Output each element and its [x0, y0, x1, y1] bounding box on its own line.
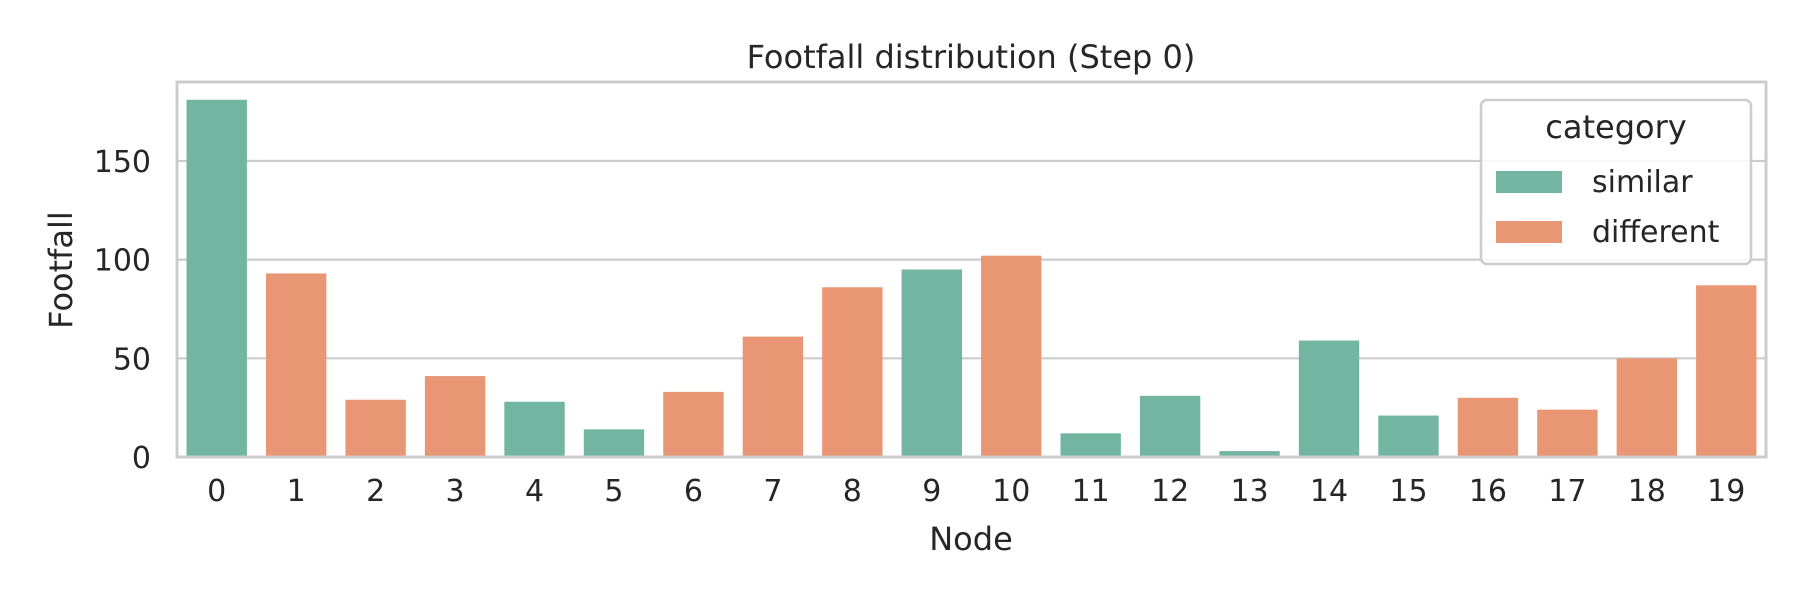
y-tick-label-150: 150 — [94, 145, 151, 180]
legend-swatch-different — [1496, 221, 1562, 243]
x-tick-label-4: 4 — [525, 474, 544, 509]
bar-node-5 — [583, 429, 645, 457]
y-tick-labels: 0 50 100 150 — [94, 145, 151, 476]
bar-node-18 — [1616, 358, 1678, 457]
bar-node-11 — [1060, 433, 1121, 457]
x-tick-label-10: 10 — [992, 474, 1030, 509]
x-tick-label-6: 6 — [684, 474, 703, 509]
x-tick-label-15: 15 — [1389, 474, 1427, 509]
axes-frame — [175, 80, 1768, 459]
x-tick-label-14: 14 — [1310, 474, 1348, 509]
y-tick-label-100: 100 — [94, 244, 151, 279]
x-tick-label-5: 5 — [604, 474, 623, 509]
x-tick-label-9: 9 — [922, 474, 941, 509]
bars — [186, 99, 1757, 458]
bar-node-7 — [742, 336, 804, 457]
legend-title: category — [1545, 108, 1686, 146]
bar-node-15 — [1378, 415, 1439, 457]
y-tick-label-50: 50 — [113, 342, 151, 377]
bar-node-14 — [1298, 340, 1360, 457]
legend: category similar different — [1479, 98, 1753, 266]
bar-node-0 — [186, 99, 247, 458]
bar-node-8 — [822, 287, 883, 457]
bar-node-13 — [1219, 451, 1280, 457]
x-axis-label: Node — [929, 520, 1013, 558]
bar-node-4 — [504, 401, 565, 457]
bar-node-2 — [345, 399, 406, 457]
bar-node-10 — [981, 255, 1042, 457]
bar-node-16 — [1457, 397, 1519, 457]
x-tick-label-1: 1 — [287, 474, 306, 509]
x-tick-label-7: 7 — [763, 474, 782, 509]
bar-node-17 — [1537, 409, 1598, 457]
legend-label-similar: similar — [1592, 165, 1693, 200]
chart-title: Footfall distribution (Step 0) — [747, 38, 1196, 76]
x-tick-label-18: 18 — [1628, 474, 1666, 509]
bar-node-9 — [901, 269, 962, 457]
x-tick-label-11: 11 — [1072, 474, 1110, 509]
x-tick-label-13: 13 — [1230, 474, 1268, 509]
x-tick-label-19: 19 — [1707, 474, 1745, 509]
x-tick-label-12: 12 — [1151, 474, 1189, 509]
x-tick-label-17: 17 — [1548, 474, 1586, 509]
y-axis-label: Footfall — [42, 211, 80, 329]
x-tick-label-0: 0 — [207, 474, 226, 509]
y-tick-label-0: 0 — [132, 441, 151, 476]
x-tick-label-2: 2 — [366, 474, 385, 509]
x-tick-label-8: 8 — [843, 474, 862, 509]
bar-node-3 — [424, 376, 486, 457]
bar-node-1 — [265, 273, 327, 457]
bar-node-6 — [663, 391, 724, 457]
x-tick-labels: 0 1 2 3 4 5 6 7 8 9 10 11 12 13 14 15 16 17 18 19 — [207, 474, 1745, 509]
legend-swatch-similar — [1496, 171, 1562, 193]
bar-node-19 — [1696, 285, 1757, 457]
x-tick-label-3: 3 — [446, 474, 465, 509]
bar-node-12 — [1139, 395, 1201, 457]
legend-label-different: different — [1592, 215, 1720, 250]
x-tick-label-16: 16 — [1469, 474, 1507, 509]
